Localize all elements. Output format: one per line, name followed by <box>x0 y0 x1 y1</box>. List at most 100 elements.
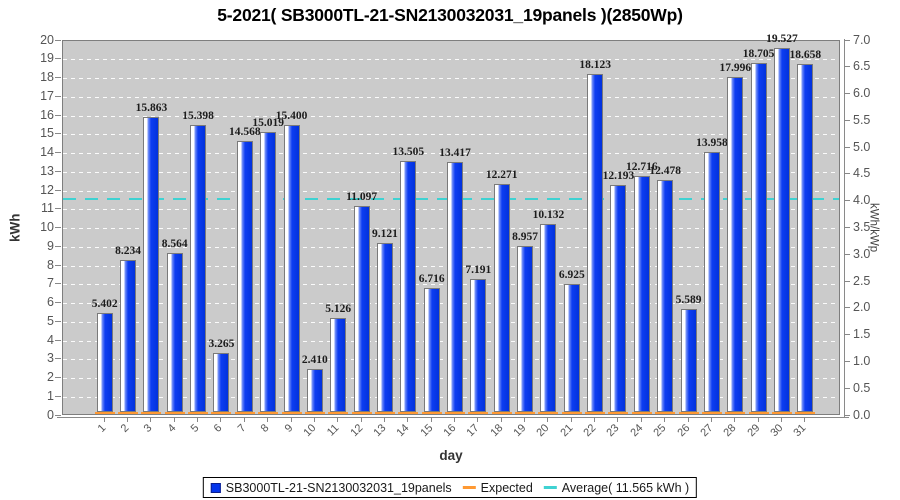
x-axis-tick-label: 14 <box>394 422 412 440</box>
x-axis-tick-label: 5 <box>188 422 202 435</box>
expected-mark <box>748 412 769 414</box>
x-axis-tick <box>640 417 642 422</box>
x-axis-tick-label: 29 <box>744 422 763 440</box>
left-axis-tick <box>55 227 61 228</box>
expected-mark <box>304 412 325 414</box>
bar <box>260 132 277 412</box>
expected-mark <box>538 412 559 414</box>
bar-value-label: 3.265 <box>208 337 235 350</box>
right-axis-tick <box>844 200 850 202</box>
left-axis-tick <box>55 245 61 247</box>
expected-marker-icon <box>462 486 476 489</box>
bar <box>236 140 253 412</box>
expected-mark <box>234 412 255 414</box>
x-axis-tick <box>477 417 479 422</box>
bar <box>727 76 744 412</box>
expected-mark <box>374 412 395 414</box>
expected-mark <box>351 412 372 414</box>
left-axis-tick <box>55 395 61 397</box>
gridline <box>63 96 839 98</box>
x-axis-tick <box>430 417 432 422</box>
x-axis-tick-label: 8 <box>258 422 272 435</box>
bar-value-label: 14.568 <box>228 125 261 138</box>
x-axis-tick-label: 20 <box>534 422 552 440</box>
bar-value-label: 6.716 <box>418 273 445 286</box>
x-axis-tick <box>313 417 315 422</box>
legend-expected-label: Expected <box>480 480 533 495</box>
bar <box>330 317 347 412</box>
left-axis-tick <box>55 39 61 41</box>
bar <box>680 309 697 412</box>
x-axis-tick <box>243 417 245 422</box>
right-axis-title: kWh/kWp <box>867 202 880 253</box>
x-axis-tick <box>290 417 292 422</box>
x-axis-tick-label: 30 <box>768 422 786 440</box>
right-axis-tick <box>844 280 850 282</box>
left-axis-tick <box>55 189 61 191</box>
bar <box>750 63 767 412</box>
average-marker-icon <box>543 486 557 489</box>
expected-mark <box>771 412 792 414</box>
bar-value-label: 11.097 <box>346 190 378 203</box>
bar-value-label: 19.527 <box>766 32 798 45</box>
left-axis-tick <box>55 339 61 341</box>
left-axis-tick <box>55 283 61 285</box>
expected-mark <box>188 412 209 414</box>
left-axis-tick <box>55 414 61 416</box>
bar <box>633 175 650 412</box>
x-axis-tick <box>407 417 409 422</box>
bar-value-label: 15.863 <box>135 101 168 114</box>
right-axis-tick <box>844 146 850 148</box>
left-axis-tick <box>55 133 61 135</box>
right-axis-tick <box>844 39 850 41</box>
bar-value-label: 12.478 <box>649 165 681 178</box>
bar <box>213 352 230 412</box>
x-axis-tick-label: 19 <box>511 422 529 440</box>
bar <box>283 125 300 412</box>
expected-mark <box>725 412 746 414</box>
bar-value-label: 12.193 <box>602 170 635 183</box>
bottom-axis-spine <box>57 417 849 418</box>
expected-mark <box>491 412 512 414</box>
left-axis-tick <box>55 377 61 378</box>
bar-value-label: 12.271 <box>485 168 518 181</box>
bar <box>470 279 487 412</box>
x-axis-tick <box>173 417 175 422</box>
expected-mark <box>421 412 442 414</box>
expected-mark <box>515 412 536 414</box>
x-axis-tick-label: 4 <box>165 422 179 435</box>
expected-mark <box>398 412 419 414</box>
x-axis-tick-label: 2 <box>118 422 132 435</box>
left-axis-tick <box>55 114 61 116</box>
left-axis-tick <box>55 302 61 303</box>
bar-value-label: 13.958 <box>696 137 728 150</box>
x-axis-tick <box>500 417 502 422</box>
bar <box>493 183 510 412</box>
bar <box>703 152 720 412</box>
x-axis-tick <box>267 417 269 422</box>
plot-area: 5.402 8.234 15.863 8.564 15.398 3.265 14.568 15… <box>62 33 840 415</box>
x-axis-title: day <box>439 448 463 463</box>
left-axis-tick <box>55 264 61 266</box>
bar-value-label: 5.402 <box>91 297 118 310</box>
x-axis-tick <box>664 417 666 422</box>
left-axis-tick <box>55 77 61 78</box>
x-axis-tick <box>220 417 222 422</box>
gridline <box>63 115 839 117</box>
right-axis-spine <box>844 39 845 417</box>
right-axis-tick <box>844 414 850 416</box>
bar <box>143 116 160 412</box>
expected-mark <box>608 412 629 414</box>
expected-mark <box>445 412 465 414</box>
gridline <box>63 78 839 79</box>
left-axis-title: kWh <box>7 213 23 242</box>
x-axis-tick <box>780 417 782 422</box>
x-axis-tick-label: 26 <box>674 422 693 440</box>
x-axis-tick-label: 15 <box>417 422 436 440</box>
bar <box>540 224 557 412</box>
bar <box>423 288 440 412</box>
x-axis-tick <box>687 417 689 422</box>
right-axis-tick <box>844 66 850 68</box>
expected-mark <box>118 412 139 414</box>
